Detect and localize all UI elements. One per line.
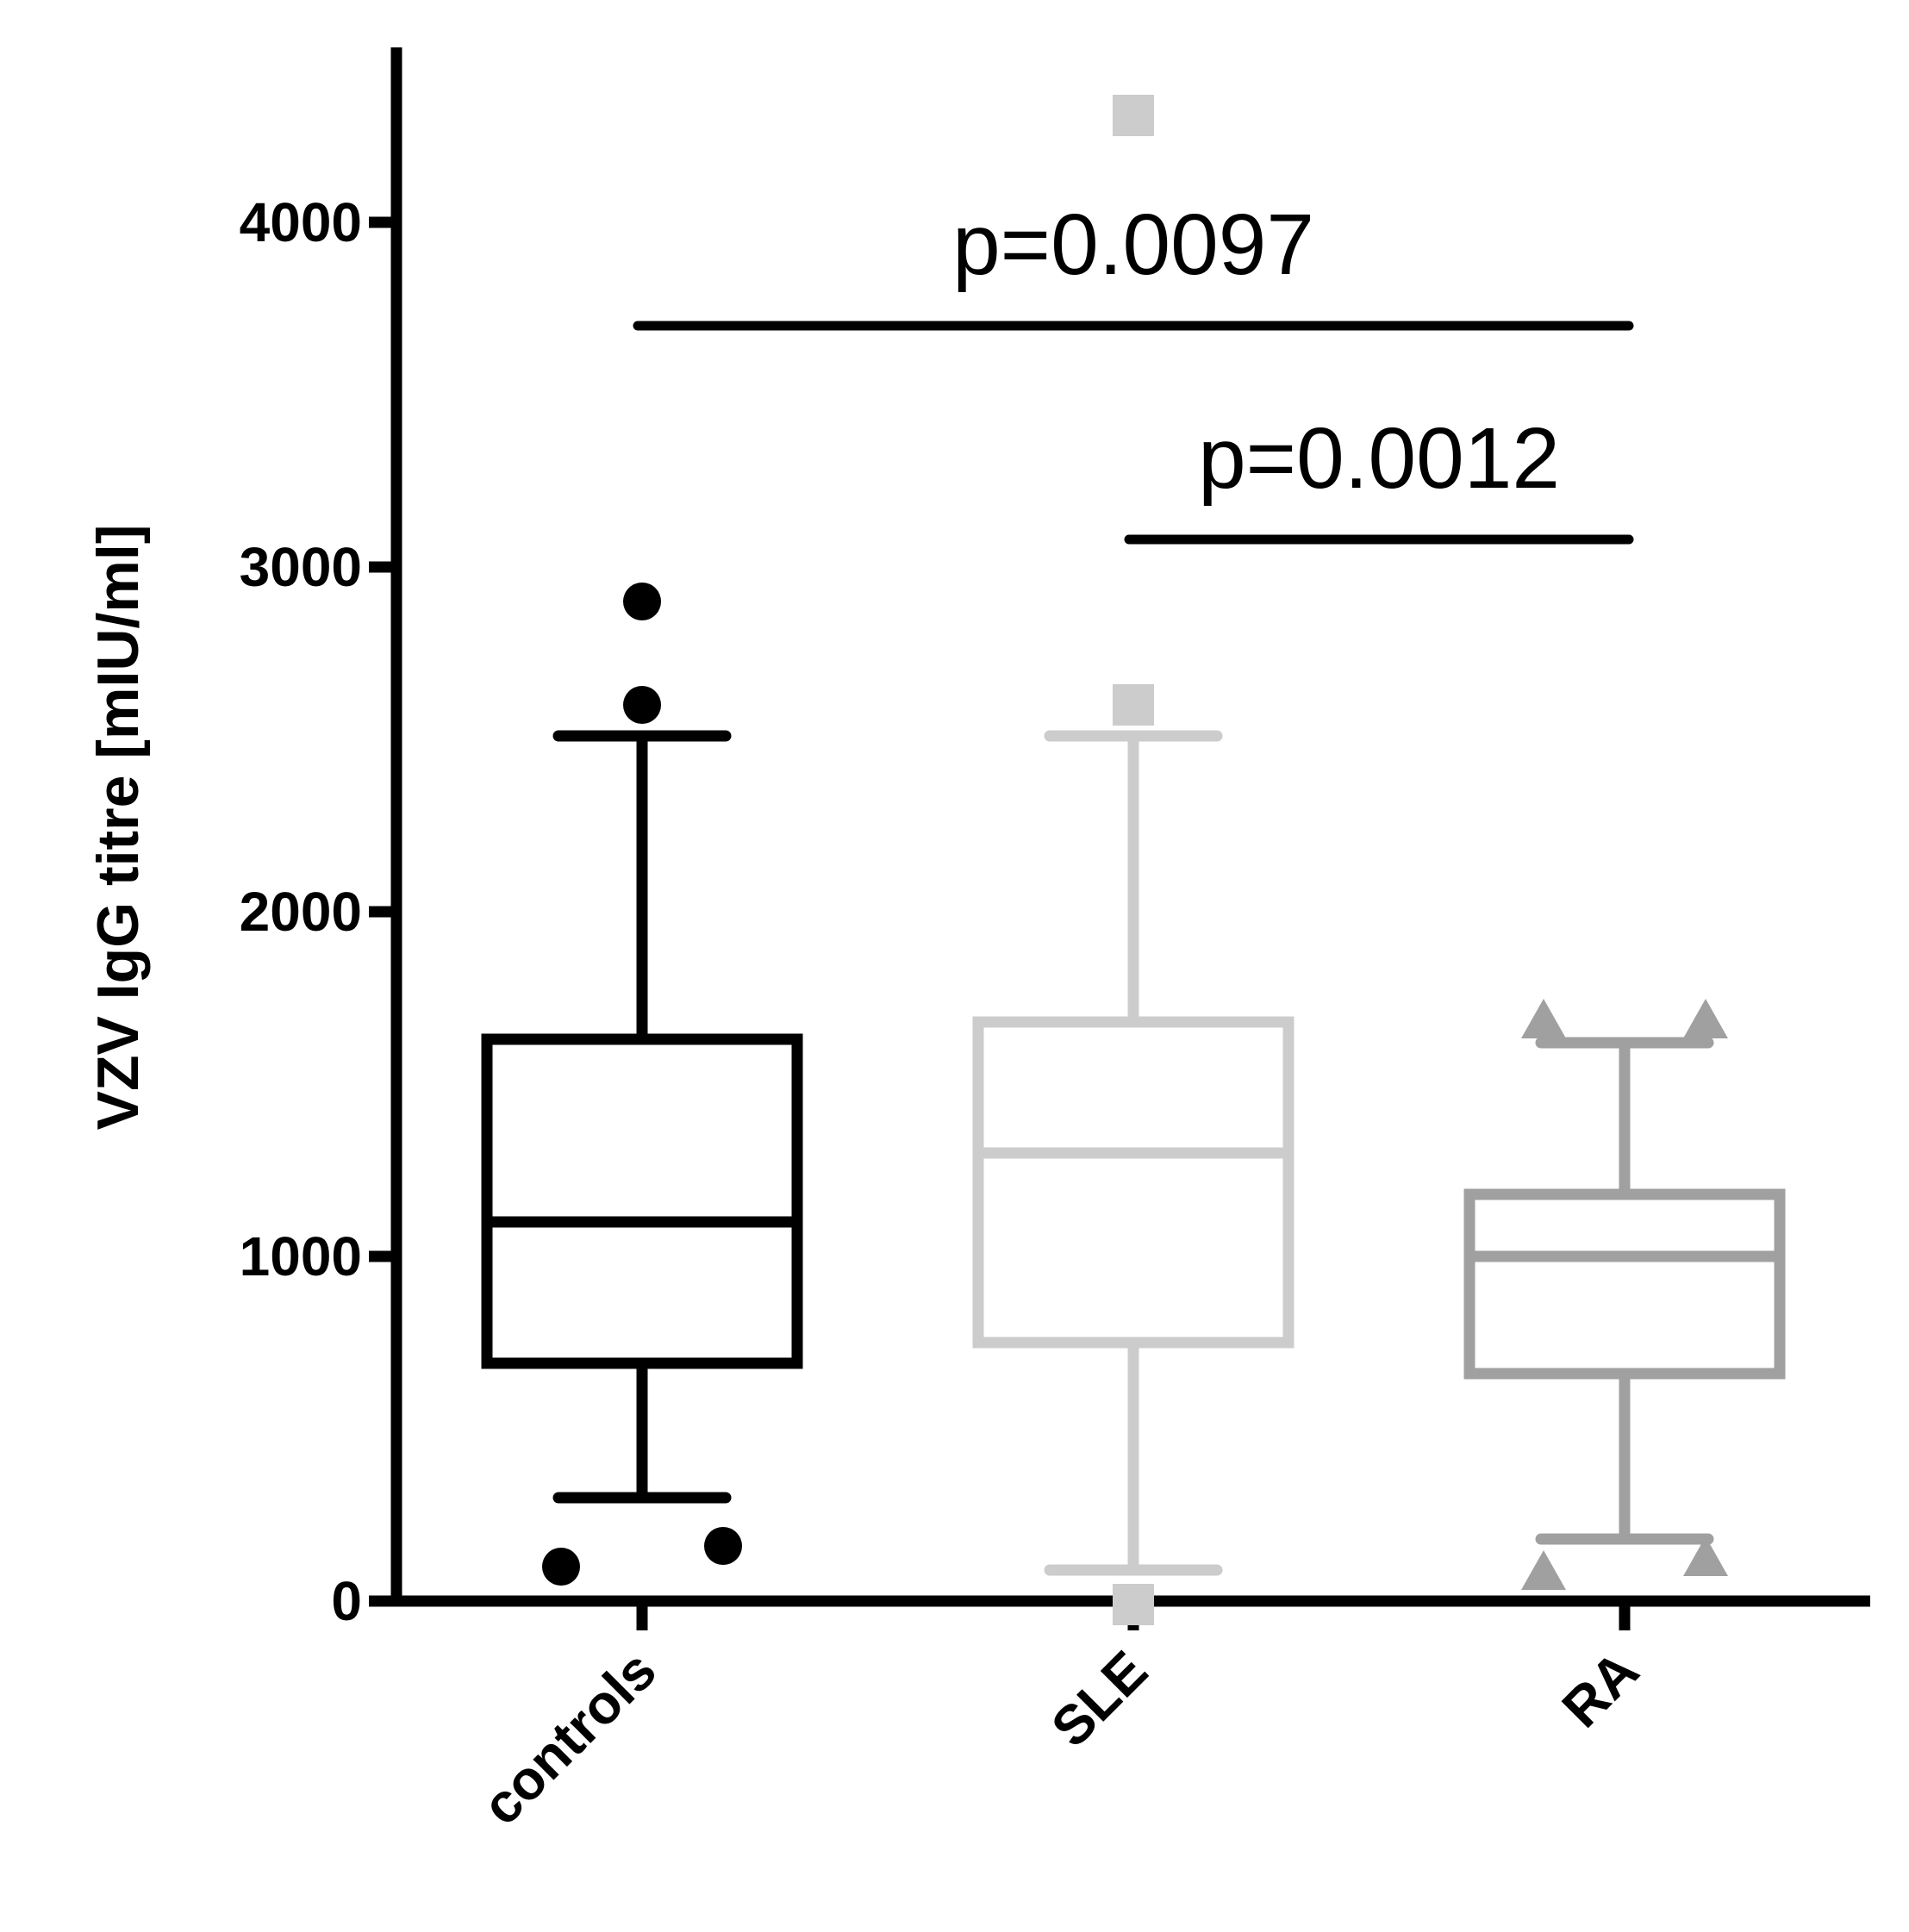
y-tick-label: 0 xyxy=(331,1570,362,1632)
y-tick-label: 2000 xyxy=(240,881,362,943)
outlier-point xyxy=(1113,684,1154,726)
outlier-point xyxy=(542,1548,580,1586)
y-axis-title: VZV IgG titre [mIU/ml] xyxy=(85,525,151,1131)
iqr-box xyxy=(972,1016,1295,1349)
x-category-label: SLE xyxy=(1039,1639,1159,1759)
outlier-point xyxy=(1113,1584,1154,1625)
y-tick-label: 3000 xyxy=(240,536,362,598)
outlier-point xyxy=(1683,999,1728,1038)
iqr-box xyxy=(481,1033,803,1369)
outlier-point xyxy=(623,583,661,620)
outlier-point xyxy=(623,686,661,724)
p-value-label: p=0.0097 xyxy=(952,196,1314,293)
outlier-point xyxy=(1113,95,1154,136)
p-value-label: p=0.0012 xyxy=(1198,410,1560,507)
outlier-point xyxy=(1521,999,1566,1038)
x-category-label: controls xyxy=(470,1639,667,1836)
iqr-box xyxy=(1463,1188,1786,1380)
x-category-label: RA xyxy=(1550,1639,1650,1739)
outlier-point xyxy=(1521,1550,1566,1590)
outlier-point xyxy=(704,1527,742,1565)
y-tick-label: 4000 xyxy=(240,191,362,253)
outlier-point xyxy=(1683,1536,1728,1576)
y-tick-label: 1000 xyxy=(240,1225,362,1287)
